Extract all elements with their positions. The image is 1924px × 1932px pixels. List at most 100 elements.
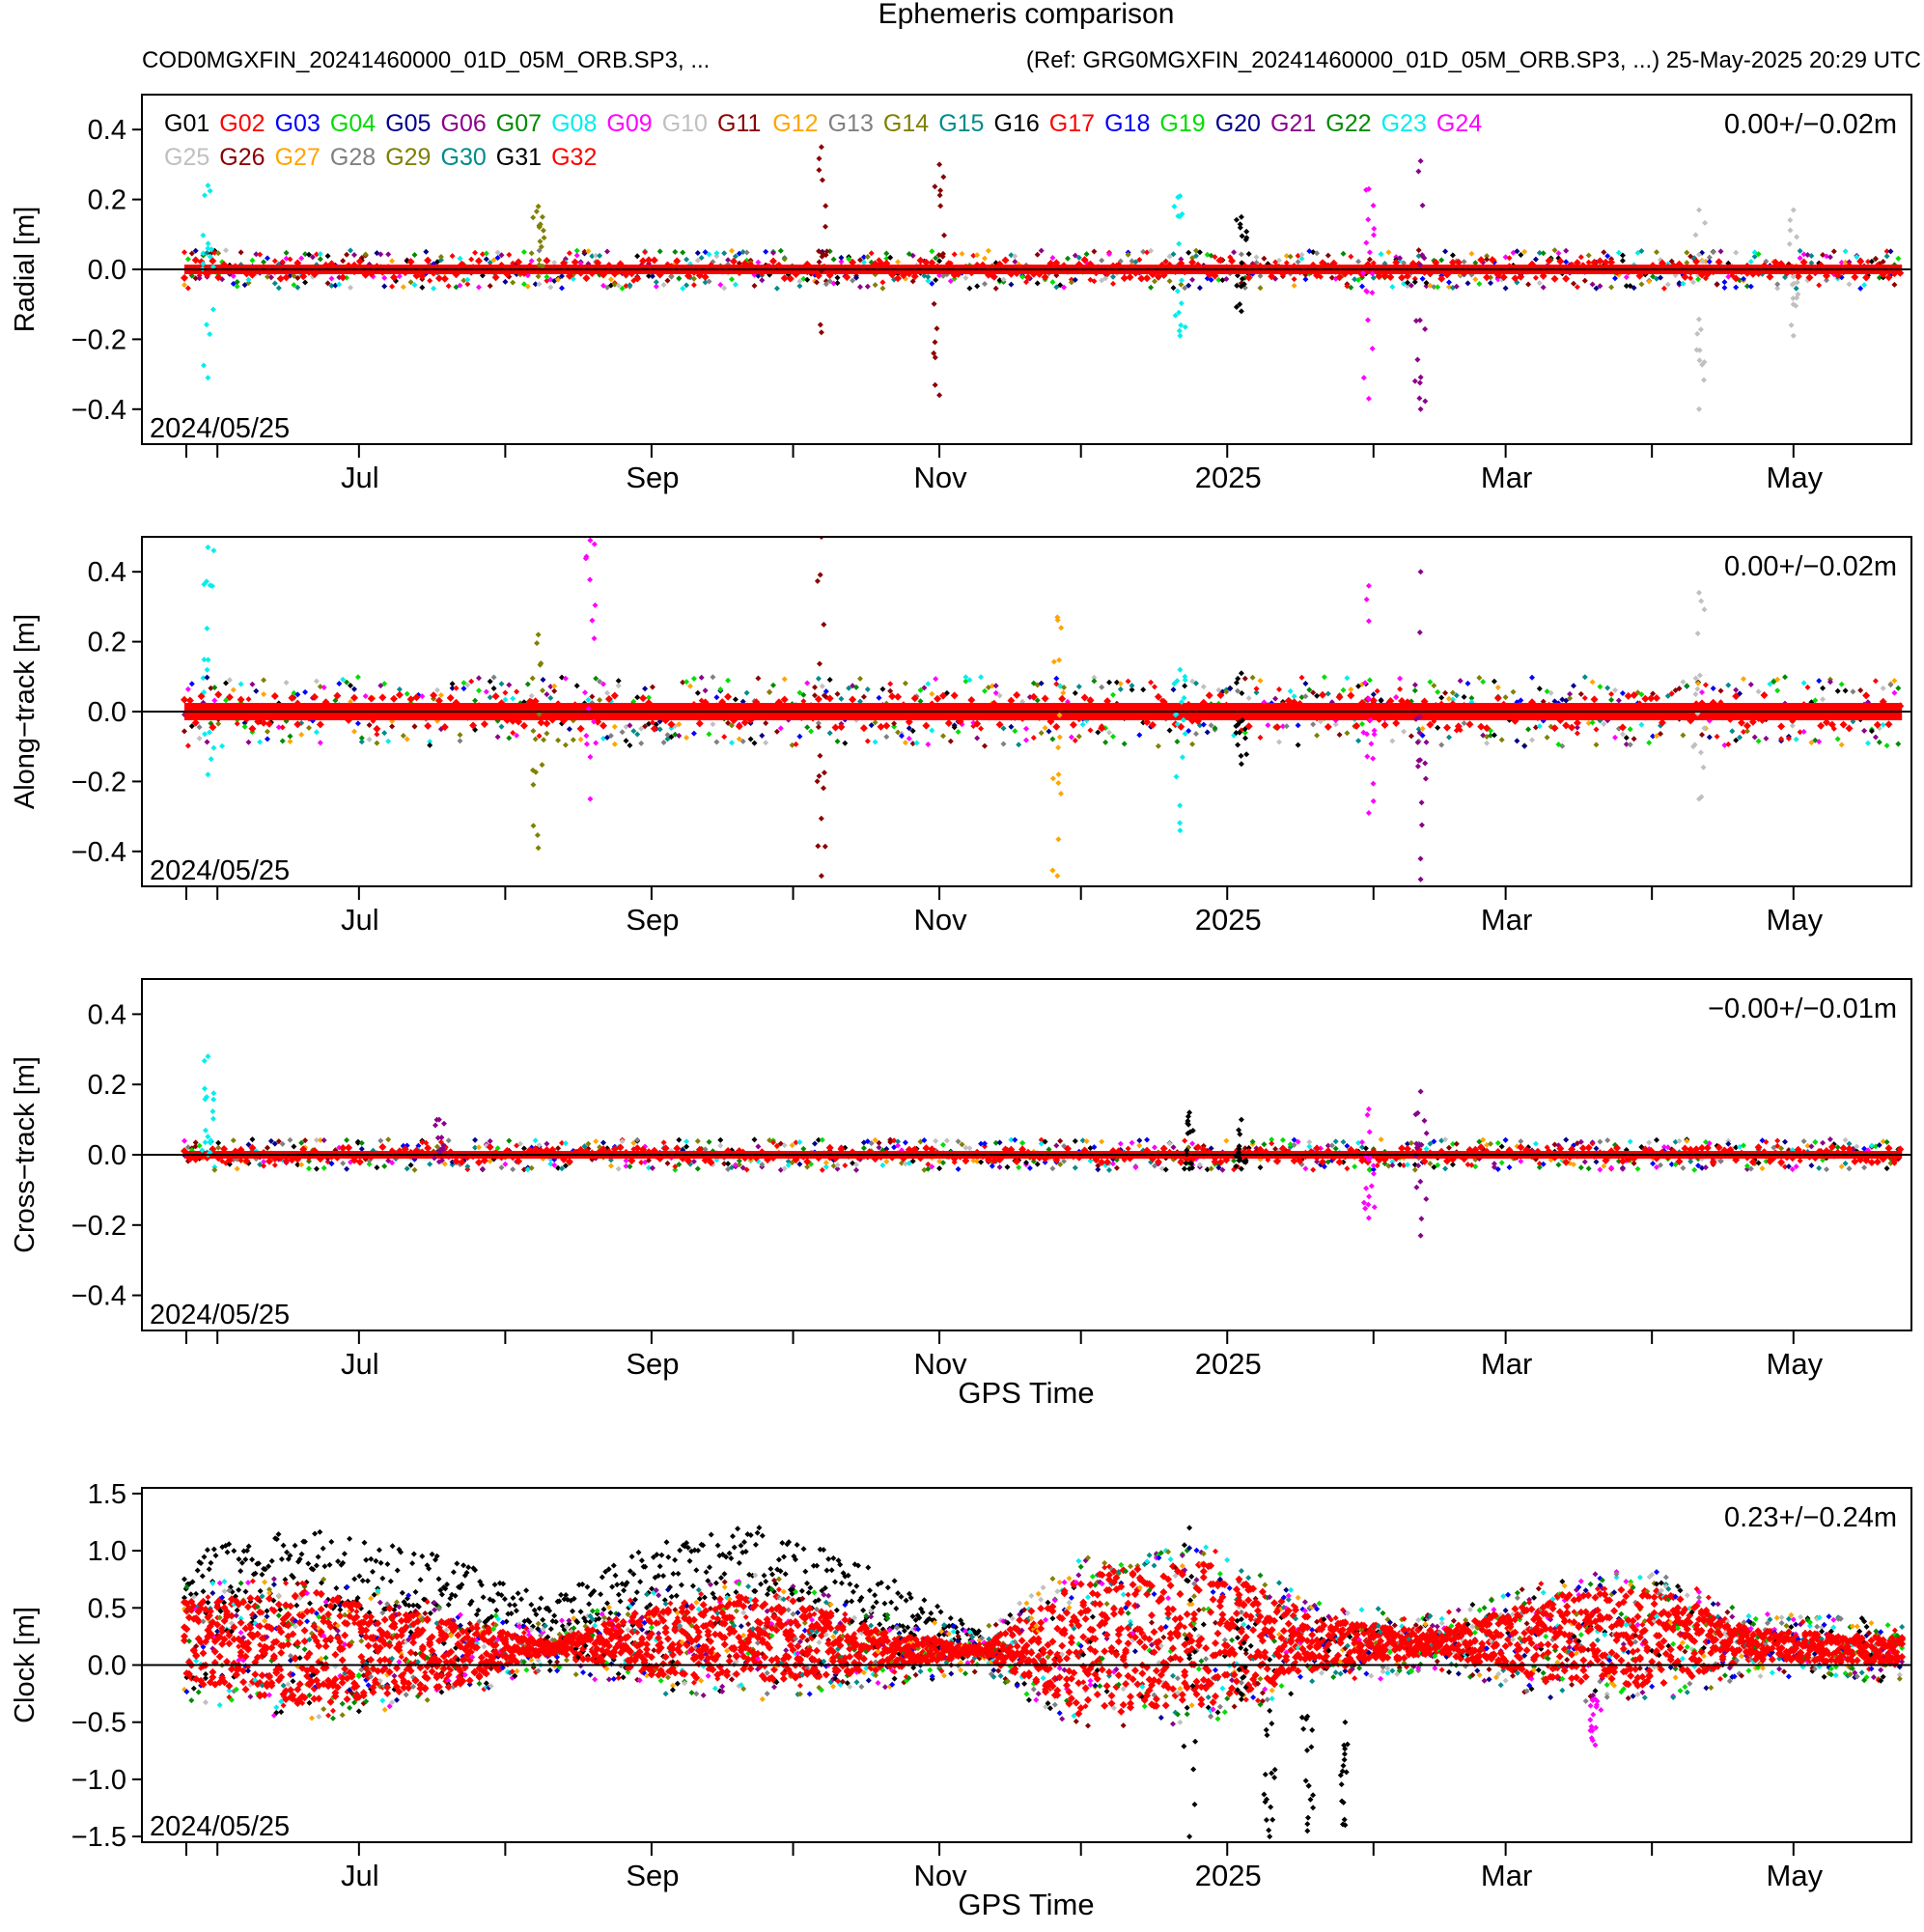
data-point — [1029, 269, 1038, 278]
data-point — [1106, 251, 1112, 258]
data-point — [267, 274, 274, 281]
outlier-point — [817, 752, 823, 759]
data-point — [610, 1145, 619, 1153]
data-point — [653, 283, 659, 290]
data-point — [1865, 259, 1871, 265]
data-point — [183, 1689, 190, 1695]
data-point — [1143, 1146, 1152, 1155]
outlier-point — [1243, 228, 1250, 235]
data-point — [642, 723, 649, 730]
data-point — [714, 1542, 721, 1549]
outlier-point — [818, 329, 824, 336]
data-point — [437, 692, 444, 698]
data-point — [1743, 728, 1750, 735]
data-point — [506, 1137, 513, 1144]
data-point — [798, 1587, 805, 1594]
data-point — [385, 1136, 392, 1143]
data-point — [374, 731, 380, 738]
data-point — [245, 280, 252, 286]
data-point — [1185, 282, 1192, 289]
data-point — [560, 716, 568, 725]
data-point — [525, 697, 534, 706]
data-point — [514, 732, 520, 739]
data-point — [1205, 691, 1213, 700]
outlier-point — [208, 756, 214, 763]
data-point — [500, 1581, 507, 1587]
data-point — [834, 1162, 841, 1168]
data-point — [449, 253, 456, 260]
data-point — [672, 248, 679, 255]
data-point — [982, 742, 988, 749]
outlier-point — [814, 577, 821, 584]
data-point — [1817, 1147, 1826, 1156]
data-point — [1838, 1163, 1845, 1170]
data-point — [769, 1571, 775, 1578]
outlier-point — [1362, 680, 1369, 686]
outlier-point — [1238, 761, 1244, 768]
data-point — [185, 696, 194, 705]
data-point — [1314, 250, 1321, 257]
data-point — [933, 255, 939, 262]
data-point — [1743, 1162, 1750, 1169]
data-point — [796, 283, 803, 290]
data-point — [217, 1608, 224, 1614]
data-point — [1374, 1162, 1380, 1169]
data-point — [974, 252, 981, 259]
data-point — [664, 1160, 671, 1166]
data-point — [201, 1554, 208, 1560]
data-point — [1862, 273, 1871, 282]
data-point — [445, 1602, 452, 1609]
data-point — [925, 742, 932, 747]
data-point — [1710, 249, 1716, 256]
data-point — [837, 723, 846, 731]
outlier-point — [1696, 796, 1702, 802]
data-point — [196, 1142, 203, 1149]
data-point — [1494, 1166, 1501, 1172]
data-point — [1883, 248, 1890, 255]
data-point — [1200, 684, 1207, 690]
data-point — [1154, 692, 1162, 701]
data-point — [1868, 1142, 1875, 1149]
data-point — [1110, 273, 1116, 280]
data-point — [214, 1154, 223, 1162]
data-point — [475, 1607, 482, 1613]
data-point — [842, 740, 849, 746]
data-point — [630, 1139, 637, 1146]
data-point — [656, 726, 663, 733]
data-point — [694, 1137, 701, 1144]
data-point — [502, 696, 509, 703]
data-point — [203, 712, 211, 720]
data-point — [1392, 1154, 1401, 1162]
data-point — [1301, 712, 1310, 720]
data-point — [472, 1136, 479, 1143]
data-point — [407, 1162, 414, 1168]
data-point — [598, 1591, 604, 1598]
data-point — [194, 1617, 203, 1626]
data-point — [294, 274, 301, 281]
data-point — [1120, 274, 1129, 283]
data-point — [211, 1166, 218, 1173]
data-point — [933, 277, 939, 283]
data-point — [1717, 1158, 1724, 1164]
data-point — [192, 247, 199, 254]
outlier-point — [1368, 1183, 1375, 1190]
data-point — [419, 1139, 426, 1146]
data-point — [909, 252, 916, 259]
data-point — [1480, 679, 1487, 686]
data-point — [1446, 279, 1452, 286]
data-point — [1593, 1159, 1600, 1165]
data-point — [1646, 278, 1653, 285]
data-point — [638, 740, 645, 746]
data-point — [1615, 249, 1622, 256]
data-point — [1223, 688, 1230, 695]
data-point — [1443, 723, 1451, 732]
data-point — [1140, 686, 1147, 693]
data-point — [1291, 1141, 1297, 1148]
data-point — [1880, 721, 1886, 728]
data-point — [700, 1542, 707, 1549]
data-point — [868, 1140, 875, 1147]
outlier-point — [535, 845, 542, 852]
data-point — [457, 282, 463, 289]
data-point — [679, 1154, 687, 1162]
legend-entry: G25 — [164, 144, 209, 171]
